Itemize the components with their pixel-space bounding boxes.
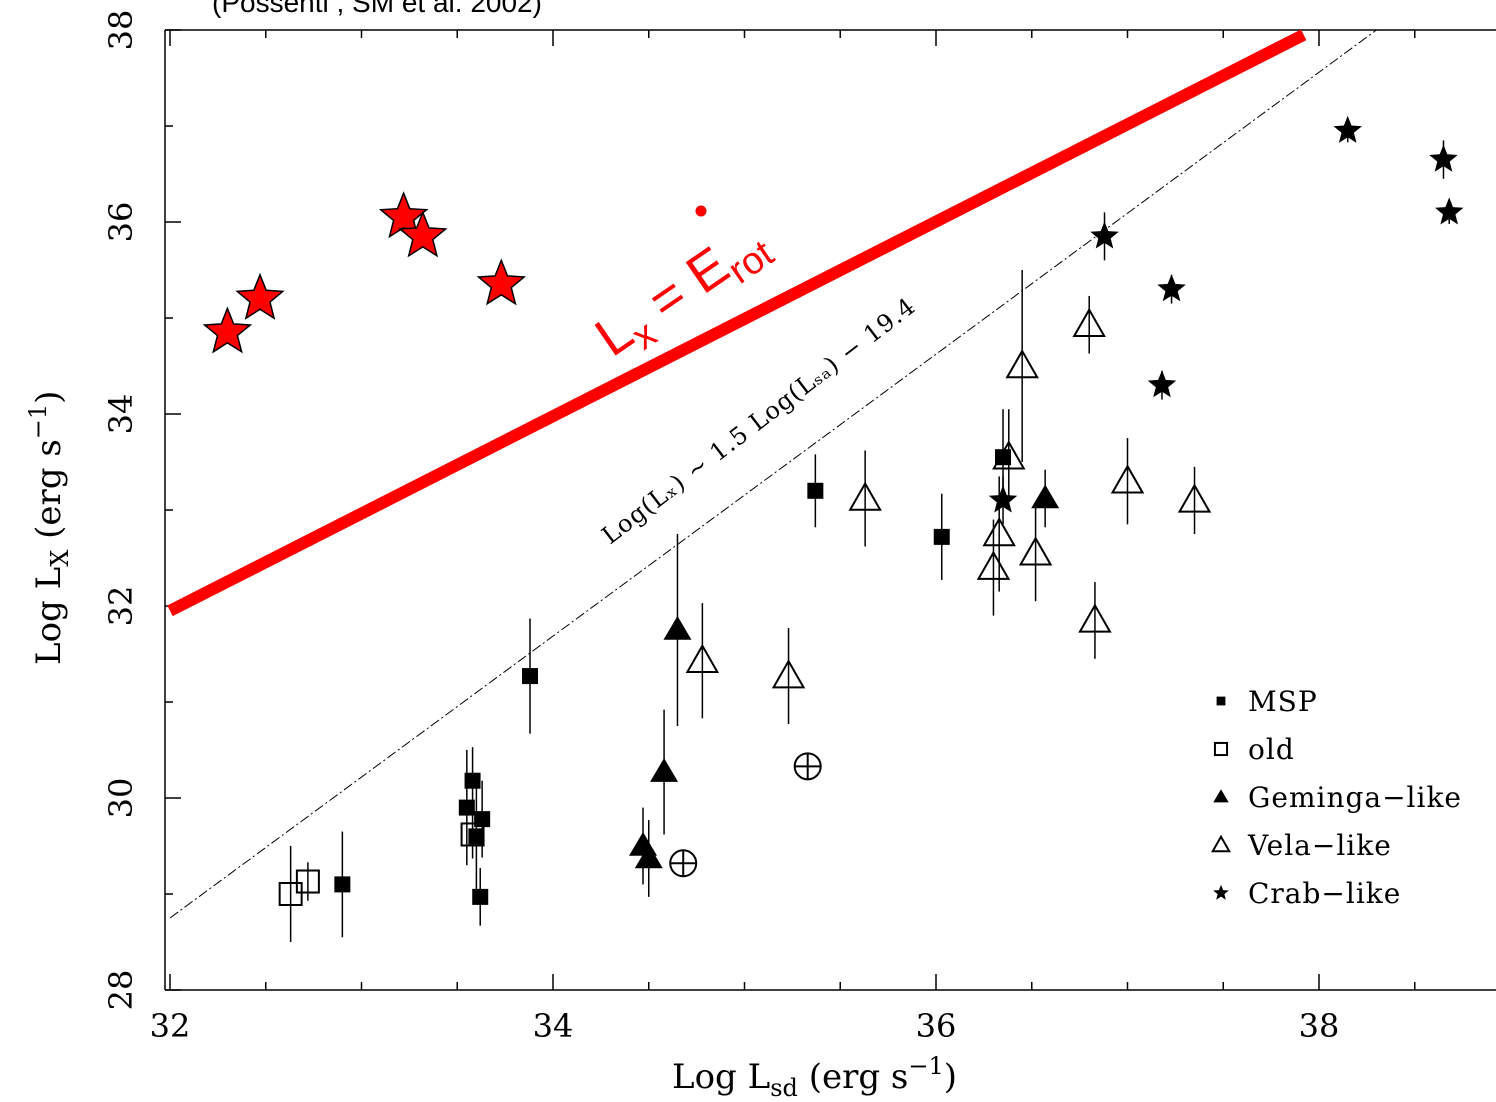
- y-tick-labels: 28 30 32 34 36 38: [102, 10, 140, 1011]
- y-tick-label: 36: [102, 202, 140, 243]
- legend-label: Geminga−like: [1248, 781, 1462, 814]
- geminga-like-point: [650, 758, 679, 782]
- msp-point: [334, 876, 351, 893]
- vela-like-point: [848, 481, 882, 511]
- legend-marker-vela-like: [1211, 834, 1231, 853]
- vela-like-point: [771, 659, 806, 689]
- legend-label: old: [1248, 733, 1295, 766]
- geminga-like-point: [634, 844, 663, 869]
- crab-like-point: [1429, 144, 1458, 172]
- msp-point: [474, 811, 491, 828]
- vela-like-point: [1110, 464, 1145, 494]
- crab-like-point: [1333, 115, 1362, 143]
- x-tick-labels: 32 34 36 38: [150, 1007, 1340, 1045]
- vela-like-point: [1018, 536, 1053, 566]
- circle-plus-point: [793, 752, 822, 781]
- x-tick-label: 34: [533, 1007, 574, 1045]
- old-point: [295, 869, 320, 894]
- y-tick-label: 32: [102, 586, 140, 627]
- x-tick-label: 36: [916, 1007, 957, 1045]
- vela-like-point: [685, 643, 720, 673]
- legend-marker-old: [1213, 741, 1229, 757]
- data-points: [202, 115, 1464, 942]
- axis-ticks: [165, 29, 1416, 991]
- crab-like-point: [1435, 197, 1464, 225]
- old-point: [460, 822, 485, 847]
- vela-like-point: [1078, 603, 1112, 633]
- y-tick-label: 38: [102, 10, 140, 51]
- erot-line: [167, 29, 1307, 617]
- y-tick-label: 34: [102, 394, 140, 435]
- fit-line: [169, 29, 1377, 919]
- reference-lines: [167, 29, 1377, 919]
- vela-like-point: [982, 516, 1016, 547]
- crab-like-point: [1157, 274, 1186, 302]
- msp-point: [807, 482, 824, 499]
- y-tick-label: 28: [102, 970, 140, 1011]
- legend-marker-geminga-like: [1213, 789, 1229, 803]
- crab-like-point: [988, 485, 1018, 513]
- msp-point: [933, 528, 950, 545]
- x-tick-label: 32: [150, 1007, 191, 1045]
- y-axis-label: Log LX (erg s−1): [24, 391, 74, 665]
- vela-like-point: [976, 550, 1011, 580]
- msp-point: [464, 772, 481, 789]
- citation-text: (Possenti , SM et al. 2002): [212, 0, 542, 18]
- legend-label: Vela−like: [1247, 829, 1392, 862]
- msp-point: [472, 888, 489, 905]
- red-star-point: [202, 306, 253, 354]
- vela-like-point: [1005, 348, 1039, 379]
- legend-marker-crab-like: [1213, 884, 1229, 900]
- erot-dot-mark: [695, 205, 707, 217]
- msp-point: [522, 668, 539, 685]
- vela-like-point: [992, 440, 1026, 470]
- old-point: [278, 882, 303, 906]
- x-tick-label: 38: [1299, 1007, 1340, 1045]
- red-star-point: [378, 191, 429, 239]
- vela-like-point: [1177, 483, 1212, 513]
- legend-label: MSP: [1248, 685, 1318, 718]
- legend-marker-msp: [1216, 696, 1226, 706]
- msp-point: [458, 799, 475, 816]
- legend: MSP old Geminga−like Vela−like Crab−like: [1211, 685, 1462, 910]
- crab-like-point: [1090, 221, 1119, 249]
- legend-label: Crab−like: [1248, 877, 1401, 910]
- geminga-like-point: [663, 616, 692, 640]
- geminga-like-point: [1031, 484, 1060, 509]
- svg-text:Log LX (erg s−1): Log LX (erg s−1): [24, 391, 74, 665]
- vela-like-point: [1072, 307, 1106, 337]
- red-star-point: [398, 210, 448, 258]
- circle-plus-point: [669, 849, 698, 878]
- red-star-point: [476, 258, 527, 306]
- x-axis-label: Log Lsd (erg s−1): [672, 1052, 957, 1102]
- red-star-point: [235, 272, 285, 320]
- y-tick-label: 30: [102, 778, 140, 819]
- crab-like-point: [1147, 370, 1177, 398]
